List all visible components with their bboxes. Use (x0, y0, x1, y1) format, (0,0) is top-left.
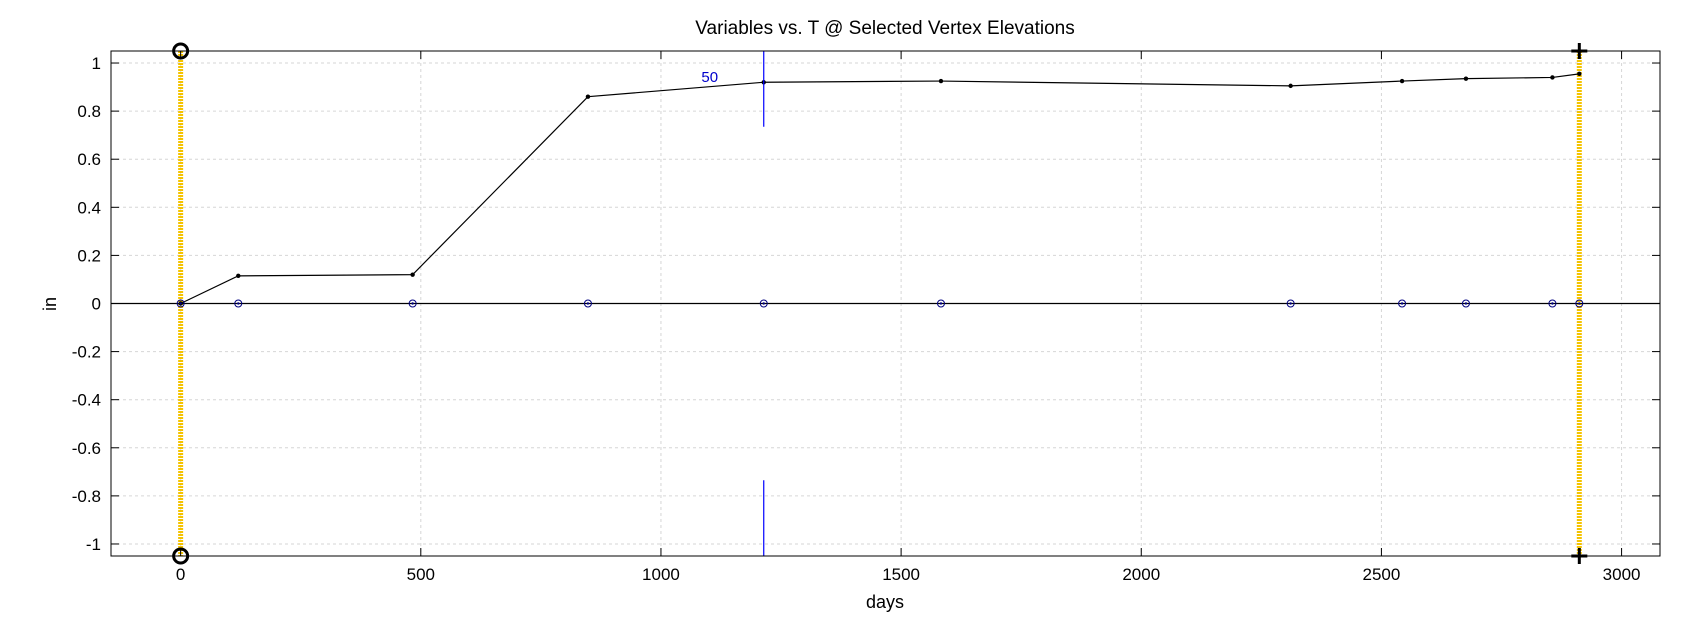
series-circle-marker (1398, 299, 1407, 308)
series-point (1463, 76, 1469, 81)
series-point (1288, 83, 1293, 89)
y-tick-label: -0.4 (72, 391, 101, 410)
y-tick-label: 1 (92, 54, 101, 73)
x-tick-label: 500 (407, 565, 435, 584)
series-layer (111, 71, 1660, 308)
y-axis-label: in (40, 297, 60, 311)
series-circle-center (939, 302, 943, 305)
chart-title: Variables vs. T @ Selected Vertex Elevat… (695, 18, 1074, 39)
x-axis-label: days (866, 592, 904, 612)
y-tick-label: -1 (86, 535, 101, 554)
tick-label-layer: 0 500 1000 1500 2000 2500 3000 1 0.8 0.6 0.4 0.2 0 -0… (72, 54, 1641, 584)
y-tick-label: 0.8 (77, 102, 101, 121)
y-tick-label: -0.2 (72, 343, 101, 362)
annotation-label: 50 (701, 69, 718, 86)
y-tick-label: 0.6 (77, 150, 101, 169)
series-circle-center (586, 302, 590, 305)
series-circle-marker (583, 299, 592, 308)
series-point (236, 273, 241, 279)
series-point (410, 272, 415, 277)
series-circle-center (1400, 302, 1404, 305)
x-tick-label: 1500 (882, 565, 920, 584)
series-circle-marker (759, 299, 768, 308)
series-point (585, 94, 591, 99)
y-tick-label: 0 (92, 295, 101, 314)
y-tick-label: -0.6 (72, 439, 101, 458)
series-circle-center (762, 302, 765, 305)
series-circle-center (1289, 302, 1292, 305)
series-circle-marker (1575, 299, 1584, 308)
series-circle-center (411, 302, 414, 305)
series-circle-marker (234, 299, 243, 308)
y-tick-label: -0.8 (72, 487, 101, 506)
series-circle-marker (1461, 299, 1470, 308)
y-tick-label: 0.2 (77, 246, 101, 265)
x-tick-label: 3000 (1603, 565, 1641, 584)
series-circle-marker (176, 299, 185, 308)
series-circle-marker (1548, 299, 1557, 308)
x-tick-label: 2000 (1122, 565, 1160, 584)
series-circle-center (1551, 302, 1554, 305)
series-line (180, 73, 1580, 305)
x-tick-label: 0 (176, 565, 185, 584)
series-circle-center (1578, 302, 1581, 305)
series-circle-marker (1286, 299, 1295, 308)
series-point (1550, 75, 1555, 80)
tick-layer (111, 51, 1660, 556)
annotation-label-background (697, 67, 722, 85)
series-point (1577, 71, 1582, 77)
x-tick-label: 2500 (1363, 565, 1401, 584)
series-point (1399, 78, 1405, 84)
series-circle-marker (408, 299, 417, 308)
series-circle-marker (936, 299, 945, 308)
series-circle-center (1464, 302, 1468, 305)
x-tick-label: 1000 (642, 565, 680, 584)
y-tick-label: 0.4 (77, 198, 101, 217)
series-circle-center (237, 302, 240, 305)
series-point (938, 78, 944, 84)
annotation-layer: 50 (697, 51, 765, 556)
series-circle-center (179, 302, 182, 305)
